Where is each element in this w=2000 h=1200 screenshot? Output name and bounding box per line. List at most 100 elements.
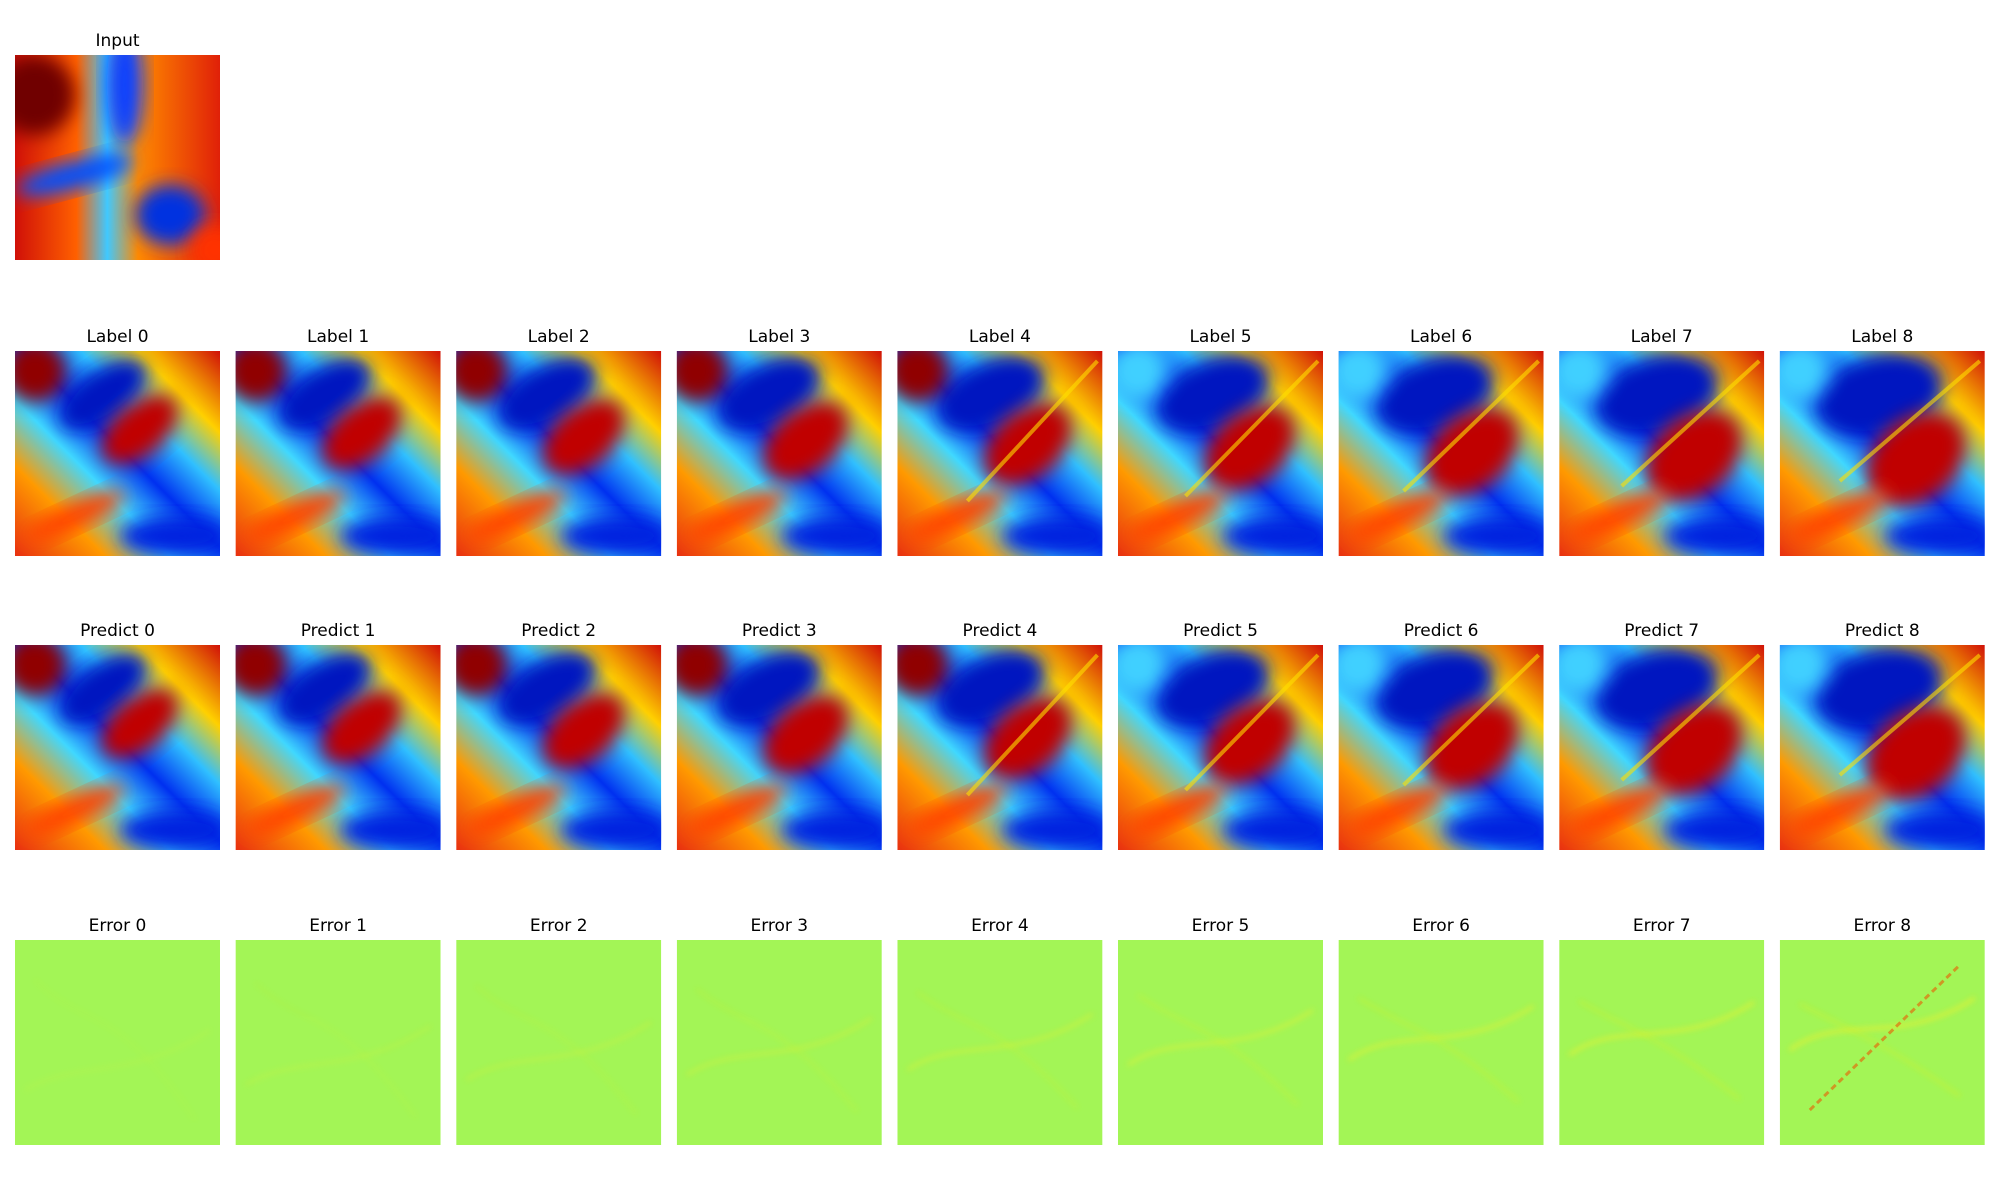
image-panel	[676, 645, 882, 850]
blob	[1118, 645, 1168, 695]
blob	[781, 810, 882, 850]
error-streak	[1788, 996, 1976, 1052]
blob	[1559, 351, 1610, 401]
blob	[340, 810, 441, 850]
image	[456, 940, 662, 1145]
image-panel	[1779, 645, 1985, 850]
blob	[498, 651, 596, 725]
image-panel	[897, 940, 1103, 1145]
panel-title: Label 1	[307, 327, 369, 347]
front	[1184, 359, 1320, 498]
image	[1118, 940, 1323, 1145]
panel-title: Predict 0	[80, 621, 155, 641]
panel-title: Error 0	[89, 916, 147, 936]
blob	[1205, 699, 1296, 784]
error-streak	[465, 1020, 653, 1082]
blob	[1118, 351, 1168, 401]
blob	[1223, 516, 1323, 556]
image	[235, 351, 441, 556]
blob	[24, 490, 126, 542]
image-panel	[1338, 351, 1544, 556]
error-field	[456, 940, 662, 1145]
blob	[1559, 645, 1610, 695]
blob	[1338, 351, 1389, 401]
blob	[686, 784, 787, 836]
blob	[1443, 516, 1544, 556]
image-panel	[676, 351, 882, 556]
blob	[235, 351, 286, 401]
image-panel	[235, 940, 441, 1145]
front	[1402, 653, 1540, 787]
panel-title: Error 6	[1412, 916, 1470, 936]
image	[897, 645, 1103, 850]
blob	[1425, 701, 1519, 790]
image-panel	[1779, 940, 1985, 1145]
blob	[1884, 810, 1985, 850]
blob	[1664, 516, 1765, 556]
panel-title: Label 4	[969, 327, 1031, 347]
front	[1402, 359, 1540, 493]
blob	[1779, 645, 1830, 695]
blob	[1348, 490, 1449, 542]
image	[1338, 351, 1544, 556]
image	[1559, 351, 1765, 556]
panel-title: Predict 3	[742, 621, 817, 641]
image-panel	[1118, 940, 1323, 1145]
blob	[279, 652, 372, 725]
image-panel	[1118, 351, 1323, 556]
image	[676, 940, 882, 1145]
blob	[1348, 784, 1449, 836]
image	[1779, 645, 1985, 850]
panel-title: Predict 6	[1404, 621, 1479, 641]
blob	[1789, 490, 1890, 542]
error-field	[235, 940, 441, 1145]
blob	[763, 401, 849, 480]
blob	[1002, 516, 1103, 556]
panel-title: Predict 8	[1845, 621, 1920, 641]
blob	[466, 784, 567, 836]
blob	[1789, 784, 1890, 836]
panel-title: Label 6	[1410, 327, 1472, 347]
panel-title: Predict 7	[1624, 621, 1699, 641]
error-streak	[1799, 1003, 1961, 1097]
image	[15, 645, 220, 850]
blob	[59, 653, 147, 725]
blob	[1127, 490, 1229, 542]
error-streak	[24, 1028, 211, 1092]
blob	[561, 810, 662, 850]
panel-title: Error 5	[1192, 916, 1250, 936]
image-panel	[676, 940, 882, 1145]
image	[1779, 351, 1985, 556]
front	[965, 359, 1099, 503]
blob	[279, 358, 372, 431]
blob	[107, 55, 143, 145]
image	[1559, 645, 1765, 850]
blob	[340, 516, 441, 556]
blob	[897, 645, 948, 695]
panel-title: Error 1	[309, 916, 367, 936]
image	[897, 940, 1103, 1145]
blob	[1425, 407, 1519, 496]
blob	[59, 359, 147, 431]
blob	[120, 810, 220, 850]
blob	[1223, 810, 1323, 850]
error-streak	[254, 982, 417, 1118]
front	[1184, 653, 1320, 792]
image-panel	[1338, 645, 1544, 850]
image	[1338, 645, 1544, 850]
blob	[543, 692, 625, 769]
blob	[561, 516, 662, 556]
panel-title: Label 7	[1631, 327, 1693, 347]
blob	[190, 225, 220, 260]
error-streak	[1578, 1000, 1740, 1100]
error-streak	[1808, 963, 1961, 1112]
blob	[1338, 645, 1389, 695]
blob	[907, 490, 1008, 542]
image	[235, 645, 441, 850]
blob	[1569, 490, 1670, 542]
error-streak	[244, 1024, 432, 1087]
image-panel	[15, 55, 220, 260]
image	[15, 351, 220, 556]
image	[235, 940, 441, 1145]
